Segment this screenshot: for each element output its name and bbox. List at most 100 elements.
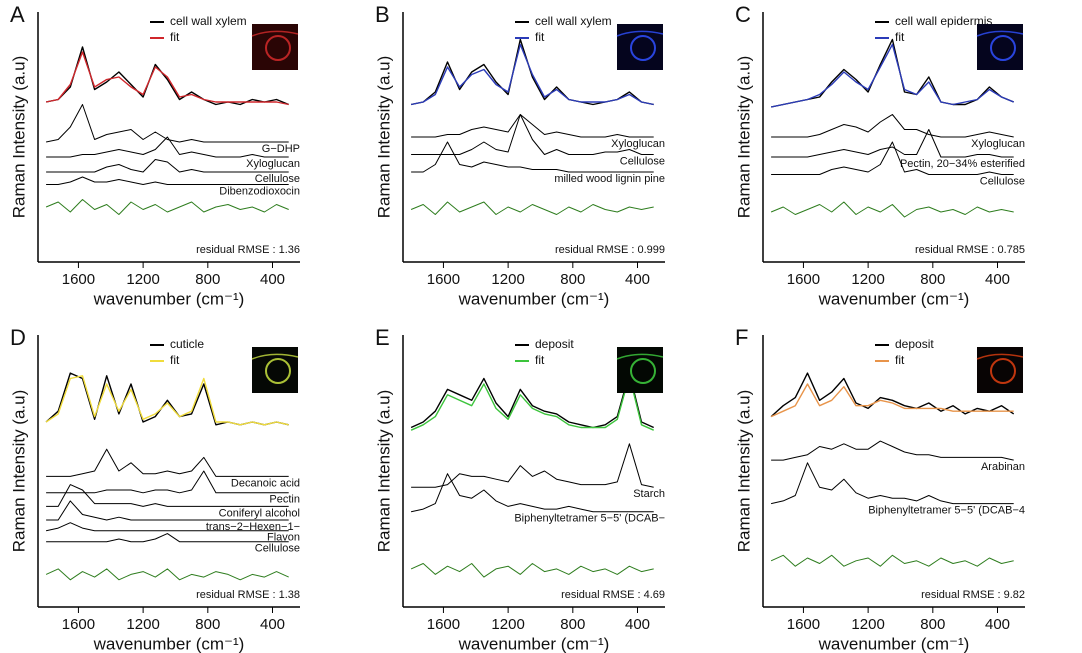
y-axis-label: Raman Intensity (a.u): [374, 390, 393, 553]
x-axis-label: wavenumber (cm⁻¹): [818, 634, 970, 653]
x-tick-label: 400: [985, 616, 1010, 633]
component-label: Decanoic acid: [231, 477, 300, 489]
residual-line: [45, 568, 289, 581]
inset-feature: [265, 358, 291, 384]
x-tick-label: 800: [920, 271, 945, 288]
component-line: [46, 159, 289, 173]
component-line: [410, 473, 654, 513]
inset-feature: [630, 35, 656, 61]
panel-letter: A: [10, 2, 25, 27]
x-tick-label: 400: [625, 616, 650, 633]
fit-line: [770, 383, 1014, 418]
component-line: [411, 443, 654, 488]
component-label: Pectin: [269, 494, 300, 506]
component-label: Xyloglucan: [246, 158, 300, 170]
component-line: [411, 114, 654, 138]
residual-line: [770, 554, 1014, 567]
inset-feature: [990, 358, 1016, 384]
component-line: [46, 136, 289, 158]
y-axis-label: Raman Intensity (a.u): [734, 390, 753, 553]
x-tick-label: 1200: [851, 616, 884, 633]
x-tick-label: 1200: [126, 616, 159, 633]
component-label: Flavon: [267, 532, 300, 544]
inset-feature: [251, 30, 299, 37]
legend-label: deposit: [535, 337, 574, 351]
residual-line: [770, 201, 1014, 218]
inset-feature: [616, 30, 664, 37]
residual-label: residual RMSE : 0.999: [555, 244, 665, 256]
x-tick-label: 800: [920, 616, 945, 633]
component-label: Cellulose: [255, 543, 300, 555]
panel: D Raman Intensity (a.u) wavenumber (cm⁻¹)1…: [9, 325, 300, 653]
legend-label: fit: [895, 353, 905, 367]
component-line: [771, 440, 1014, 461]
x-tick-label: 800: [560, 271, 585, 288]
inset-feature: [616, 353, 664, 360]
component-label: Biphenyltetramer 5−5' (DCAB−4: [868, 505, 1025, 517]
x-tick-label: 1200: [126, 271, 159, 288]
legend-label: deposit: [895, 337, 934, 351]
component-line: [46, 470, 289, 494]
component-line: [770, 462, 1014, 505]
x-tick-label: 1600: [427, 616, 460, 633]
fit-line: [410, 375, 654, 431]
component-label: Biphenyltetramer 5−5' (DCAB−: [514, 513, 665, 525]
component-label: Cellulose: [255, 173, 300, 185]
x-tick-label: 800: [195, 616, 220, 633]
inset-feature: [976, 353, 1024, 360]
fit-line: [770, 43, 1014, 108]
x-tick-label: 400: [260, 616, 285, 633]
component-label: Pectin, 20−34% esterified: [900, 158, 1025, 170]
component-label: Coniferyl alcohol: [219, 507, 300, 519]
residual-label: residual RMSE : 1.36: [196, 244, 300, 256]
panel: E Raman Intensity (a.u) wavenumber (cm⁻¹)1…: [374, 325, 665, 653]
x-tick-label: 1600: [62, 616, 95, 633]
component-line: [46, 533, 289, 543]
component-line: [46, 176, 289, 185]
x-tick-label: 400: [260, 271, 285, 288]
component-label: G−DHP: [262, 143, 300, 155]
x-tick-label: 800: [195, 271, 220, 288]
x-tick-label: 1600: [787, 616, 820, 633]
panel-letter: C: [735, 2, 751, 27]
component-label: Cellulose: [620, 155, 665, 167]
legend-label: fit: [170, 353, 180, 367]
x-tick-label: 1200: [851, 271, 884, 288]
y-axis-label: Raman Intensity (a.u): [374, 56, 393, 219]
residual-line: [410, 201, 654, 215]
y-axis-label: Raman Intensity (a.u): [734, 56, 753, 219]
inset-feature: [630, 358, 656, 384]
x-tick-label: 1600: [427, 271, 460, 288]
x-tick-label: 400: [625, 271, 650, 288]
residual-label: residual RMSE : 1.38: [196, 589, 300, 601]
data-line: [45, 46, 289, 106]
component-line: [46, 500, 289, 521]
x-axis-label: wavenumber (cm⁻¹): [93, 634, 245, 653]
legend-label: cell wall xylem: [170, 14, 247, 28]
component-label: Xyloglucan: [971, 138, 1025, 150]
component-line: [771, 114, 1014, 138]
inset-feature: [265, 35, 291, 61]
legend-label: fit: [895, 30, 905, 44]
x-tick-label: 1200: [491, 616, 524, 633]
x-axis-label: wavenumber (cm⁻¹): [93, 289, 245, 308]
component-label: Cellulose: [980, 175, 1025, 187]
residual-label: residual RMSE : 0.785: [915, 244, 1025, 256]
component-label: trans−2−Hexen−1−: [206, 521, 300, 533]
component-line: [771, 129, 1014, 158]
component-label: Starch: [633, 488, 665, 500]
data-line: [770, 38, 1014, 108]
x-axis-label: wavenumber (cm⁻¹): [458, 634, 610, 653]
x-tick-label: 800: [560, 616, 585, 633]
fit-line: [45, 51, 289, 106]
legend-label: fit: [535, 353, 545, 367]
inset-feature: [976, 30, 1024, 37]
legend-label: fit: [170, 30, 180, 44]
inset-feature: [990, 35, 1016, 61]
panel: B Raman Intensity (a.u) wavenumber (cm⁻¹)1…: [374, 2, 665, 308]
x-tick-label: 1600: [62, 271, 95, 288]
panel-letter: E: [375, 325, 390, 350]
residual-label: residual RMSE : 9.82: [921, 589, 1025, 601]
component-label: milled wood lignin pine: [554, 173, 665, 185]
